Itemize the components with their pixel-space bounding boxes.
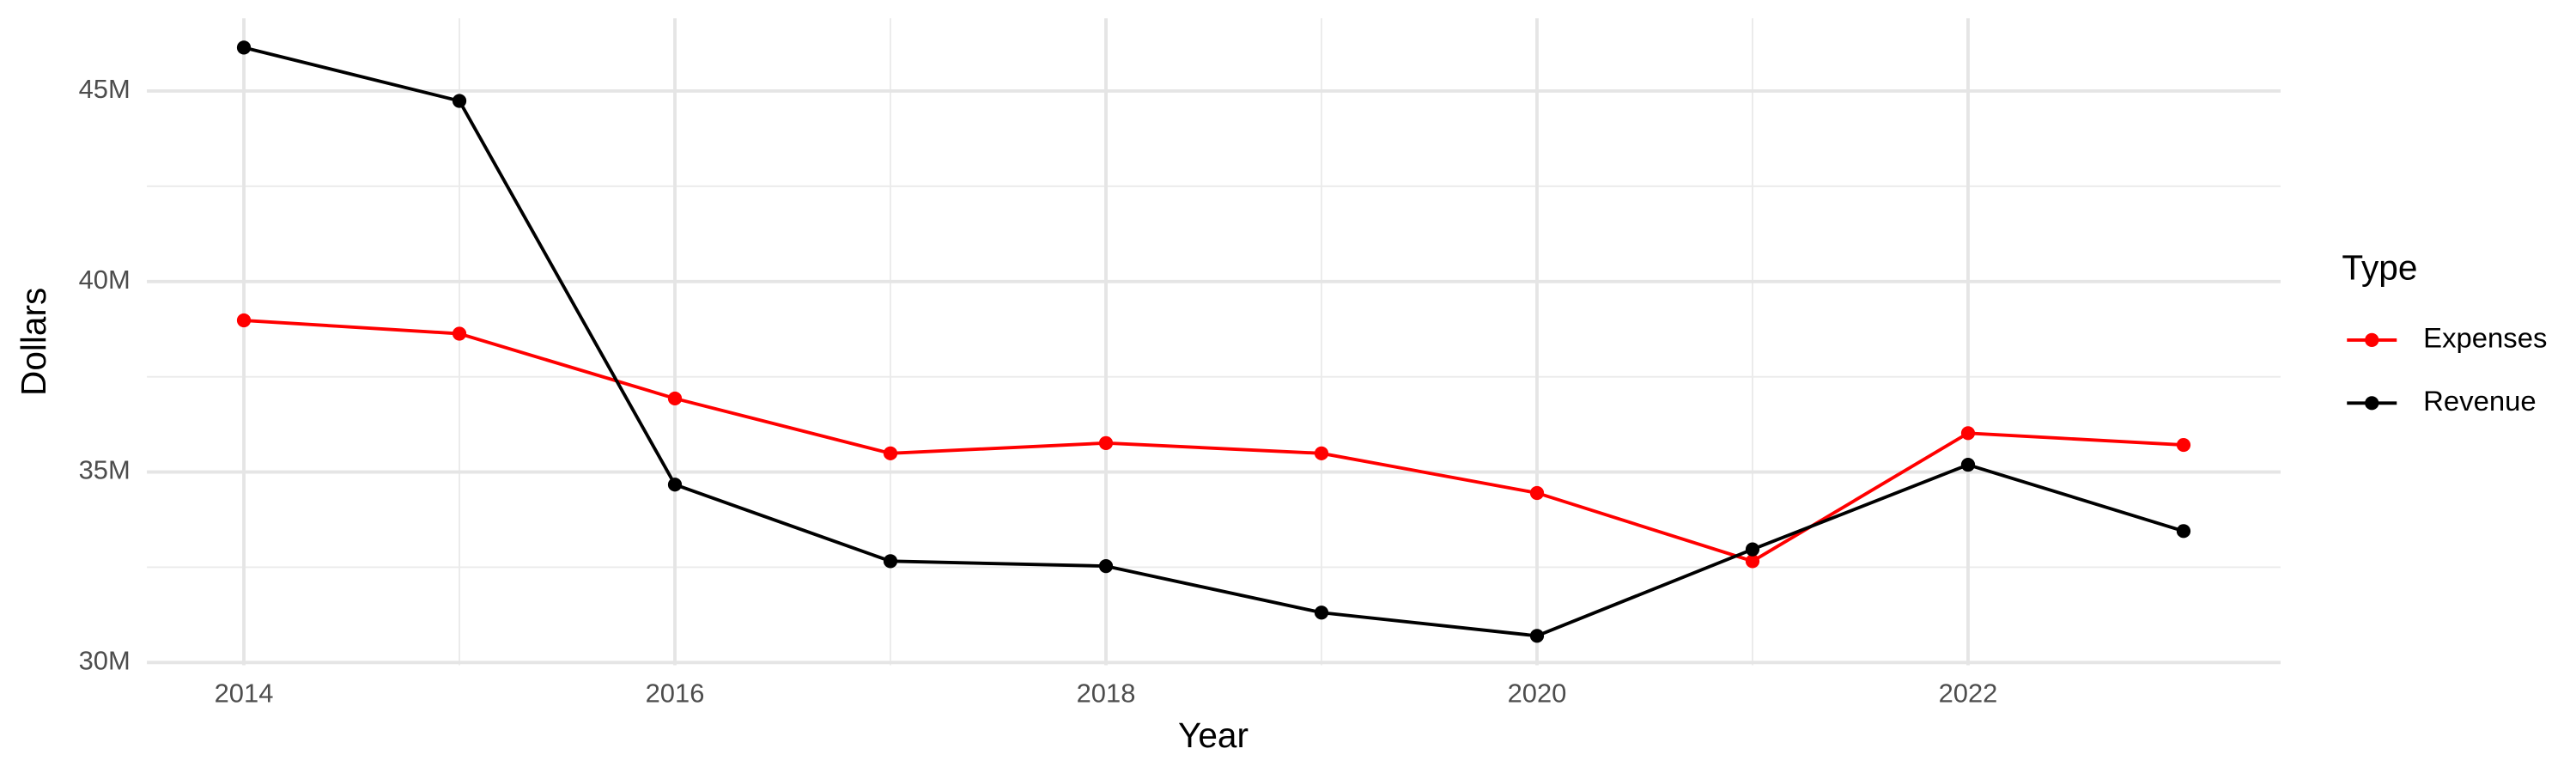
x-tick-label: 2020 — [1508, 678, 1567, 708]
y-tick-label: 35M — [79, 455, 131, 485]
x-tick-label: 2022 — [1939, 678, 1998, 708]
data-point — [667, 391, 683, 406]
data-point — [2176, 437, 2191, 453]
legend-label: Revenue — [2423, 385, 2536, 417]
series-line — [243, 46, 2184, 638]
data-point — [883, 554, 898, 569]
y-axis-title: Dollars — [14, 288, 53, 396]
data-point — [452, 94, 467, 108]
data-point — [1960, 458, 1976, 472]
data-point — [1745, 542, 1760, 557]
data-point — [1960, 426, 1976, 441]
data-point — [236, 40, 252, 55]
x-axis-title: Year — [1178, 715, 1249, 755]
grid — [147, 18, 2281, 666]
legend-label: Expenses — [2423, 322, 2547, 354]
legend-marker — [2365, 332, 2379, 348]
data-point — [1098, 435, 1114, 450]
data-point — [236, 313, 252, 328]
data-point — [1745, 554, 1760, 569]
data-point — [883, 446, 898, 460]
data-point — [1314, 446, 1329, 460]
y-tick-label: 45M — [79, 74, 131, 104]
y-tick-label: 40M — [79, 265, 131, 295]
data-point — [2176, 524, 2191, 539]
data-point — [667, 478, 683, 492]
data-point — [1314, 606, 1329, 620]
x-tick-label: 2016 — [646, 678, 705, 708]
data-point — [1529, 629, 1545, 643]
x-tick-label: 2018 — [1077, 678, 1136, 708]
x-tick-label: 2014 — [215, 678, 274, 708]
data-point — [452, 326, 467, 341]
data-point — [1529, 485, 1545, 501]
y-tick-label: 30M — [79, 646, 131, 676]
series-line — [243, 319, 2184, 563]
data-point — [1098, 559, 1114, 574]
legend-marker — [2365, 396, 2379, 411]
legend-title: Type — [2342, 248, 2417, 288]
